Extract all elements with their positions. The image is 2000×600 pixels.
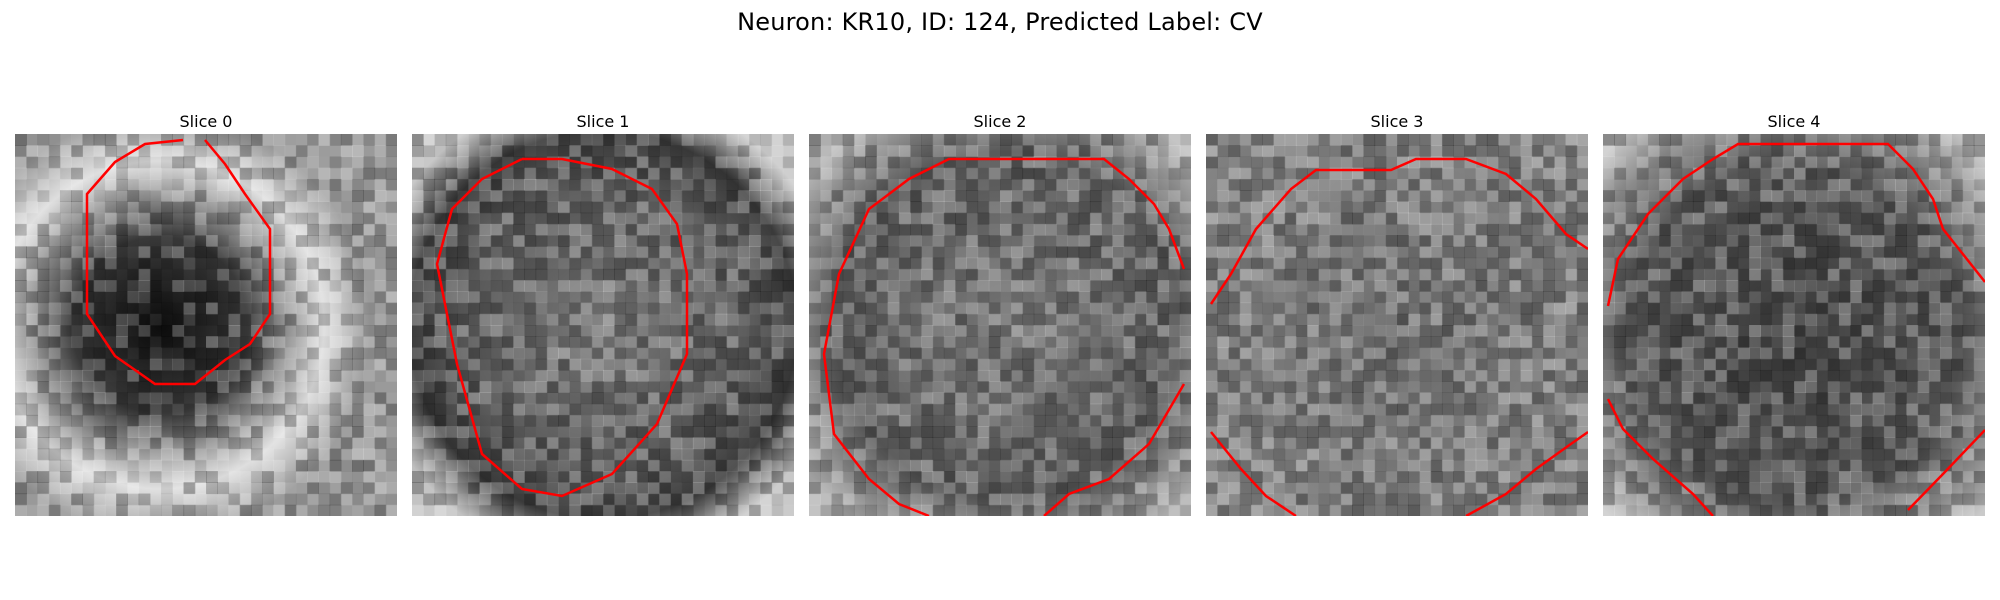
slice-panel-0: Slice 0 (15, 110, 397, 516)
slice-title-2: Slice 2 (973, 112, 1027, 131)
cell-contour-1 (435, 157, 689, 498)
slice-image-4 (1603, 134, 1985, 516)
slice-image-3 (1206, 134, 1588, 516)
cell-contour-4a (1606, 142, 1985, 307)
slice-title-3: Slice 3 (1370, 112, 1424, 131)
cell-contour-2a (822, 157, 1186, 516)
cell-contour-0 (85, 138, 272, 386)
slice-panel-4: Slice 4 (1603, 110, 1985, 516)
slice-title-4: Slice 4 (1767, 112, 1821, 131)
slice-title-0: Slice 0 (179, 112, 233, 131)
cell-contour-3a (1209, 157, 1588, 305)
cell-contour-3c (1465, 430, 1588, 516)
slice-panel-1: Slice 1 (412, 110, 794, 516)
slice-image-1 (412, 134, 794, 516)
slice-image-0 (15, 134, 397, 516)
figure-title: Neuron: KR10, ID: 124, Predicted Label: … (737, 8, 1263, 36)
cell-contour-2b (1043, 383, 1186, 516)
cell-contour-3b (1210, 431, 1297, 516)
cell-contour-4c (1907, 429, 1985, 511)
slice-panel-3: Slice 3 (1206, 110, 1588, 516)
slice-panel-2: Slice 2 (809, 110, 1191, 516)
cell-contour-4b (1606, 398, 1714, 516)
slice-title-1: Slice 1 (576, 112, 630, 131)
slice-image-2 (809, 134, 1191, 516)
